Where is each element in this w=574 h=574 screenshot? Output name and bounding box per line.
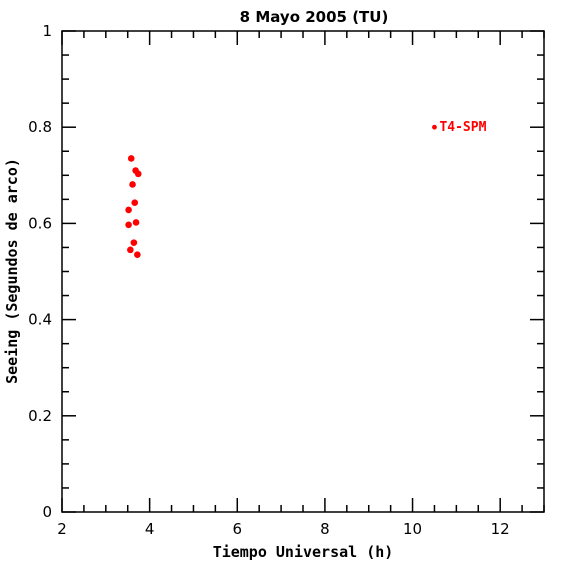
y-tick-label: 0.8 xyxy=(28,118,52,136)
legend: T4-SPM xyxy=(432,120,487,135)
x-tick-label: 10 xyxy=(403,520,422,538)
y-tick-label: 1 xyxy=(42,22,52,40)
data-point xyxy=(127,246,134,254)
data-point xyxy=(125,206,132,214)
y-axis-tick-labels: 0 0.2 0.4 0.6 0.8 1 xyxy=(28,22,52,521)
y-tick-label: 0 xyxy=(42,503,52,521)
x-tick-label: 2 xyxy=(57,520,67,538)
data-point xyxy=(131,199,139,207)
x-tick-label: 12 xyxy=(491,520,510,538)
y-tick-label: 0.6 xyxy=(28,214,52,232)
y-axis-label: Seeing (Segundos de arco) xyxy=(3,158,21,384)
x-tick-label: 6 xyxy=(232,520,242,538)
data-point xyxy=(134,170,142,178)
x-tick-label: 4 xyxy=(145,520,155,538)
x-axis-label: Tiempo Universal (h) xyxy=(213,543,394,561)
data-point xyxy=(134,251,141,258)
data-point xyxy=(129,181,136,188)
x-tick-label: 8 xyxy=(320,520,330,538)
y-axis-ticks xyxy=(62,30,544,513)
legend-marker xyxy=(432,124,437,130)
x-axis-tick-labels: 2 4 6 8 10 12 xyxy=(57,520,510,538)
data-point xyxy=(132,219,140,226)
data-point xyxy=(127,155,135,162)
chart-title: 8 Mayo 2005 (TU) xyxy=(240,8,389,26)
legend-label: T4-SPM xyxy=(439,120,486,135)
x-axis-ticks xyxy=(61,31,545,512)
data-point xyxy=(130,239,138,246)
y-tick-label: 0.2 xyxy=(28,407,52,425)
data-points xyxy=(125,155,142,258)
y-tick-label: 0.4 xyxy=(28,311,52,329)
data-point xyxy=(125,221,132,229)
plot-frame xyxy=(61,30,545,513)
